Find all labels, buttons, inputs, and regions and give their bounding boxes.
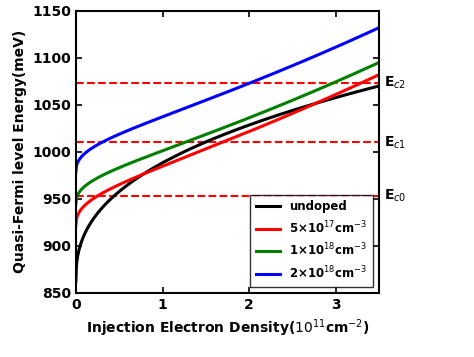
undoped — [237, 126, 243, 131]
Text: E$_{c0}$: E$_{c0}$ — [383, 188, 406, 204]
2×10$^{18}$cm$^{-3}$ — [254, 78, 259, 82]
5×10$^{17}$cm$^{-3}$ — [237, 133, 243, 137]
5×10$^{17}$cm$^{-3}$ — [322, 97, 328, 102]
undoped — [322, 99, 328, 103]
Line: 2×10$^{18}$cm$^{-3}$: 2×10$^{18}$cm$^{-3}$ — [76, 27, 379, 172]
Legend: undoped, 5×10$^{17}$cm$^{-3}$, 1×10$^{18}$cm$^{-3}$, 2×10$^{18}$cm$^{-3}$: undoped, 5×10$^{17}$cm$^{-3}$, 1×10$^{18… — [250, 195, 374, 287]
undoped — [376, 84, 382, 88]
Line: 1×10$^{18}$cm$^{-3}$: 1×10$^{18}$cm$^{-3}$ — [76, 62, 379, 204]
5×10$^{17}$cm$^{-3}$ — [73, 224, 79, 228]
Text: E$_{c2}$: E$_{c2}$ — [383, 75, 406, 91]
1×10$^{18}$cm$^{-3}$ — [376, 60, 382, 65]
2×10$^{18}$cm$^{-3}$ — [219, 92, 225, 96]
2×10$^{18}$cm$^{-3}$ — [322, 50, 328, 54]
5×10$^{17}$cm$^{-3}$ — [376, 72, 382, 77]
5×10$^{17}$cm$^{-3}$ — [217, 141, 223, 146]
1×10$^{18}$cm$^{-3}$ — [217, 127, 223, 131]
Text: E$_{c1}$: E$_{c1}$ — [383, 134, 406, 151]
2×10$^{18}$cm$^{-3}$ — [73, 170, 79, 175]
Y-axis label: Quasi-Fermi level Energy(meV): Quasi-Fermi level Energy(meV) — [12, 30, 27, 273]
2×10$^{18}$cm$^{-3}$ — [237, 85, 243, 89]
1×10$^{18}$cm$^{-3}$ — [73, 202, 79, 206]
1×10$^{18}$cm$^{-3}$ — [322, 85, 328, 89]
X-axis label: Injection Electron Density($10^{11}$cm$^{-2}$): Injection Electron Density($10^{11}$cm$^… — [86, 317, 369, 339]
2×10$^{18}$cm$^{-3}$ — [376, 25, 382, 30]
5×10$^{17}$cm$^{-3}$ — [219, 141, 225, 145]
undoped — [73, 279, 79, 283]
1×10$^{18}$cm$^{-3}$ — [237, 119, 243, 124]
2×10$^{18}$cm$^{-3}$ — [217, 93, 223, 97]
undoped — [254, 120, 259, 125]
Line: undoped: undoped — [76, 86, 379, 281]
5×10$^{17}$cm$^{-3}$ — [369, 76, 375, 80]
1×10$^{18}$cm$^{-3}$ — [254, 113, 259, 117]
Line: 5×10$^{17}$cm$^{-3}$: 5×10$^{17}$cm$^{-3}$ — [76, 75, 379, 226]
1×10$^{18}$cm$^{-3}$ — [369, 64, 375, 68]
1×10$^{18}$cm$^{-3}$ — [219, 126, 225, 131]
2×10$^{18}$cm$^{-3}$ — [369, 29, 375, 33]
5×10$^{17}$cm$^{-3}$ — [254, 126, 259, 131]
undoped — [369, 86, 375, 90]
undoped — [217, 134, 223, 138]
undoped — [219, 133, 225, 137]
